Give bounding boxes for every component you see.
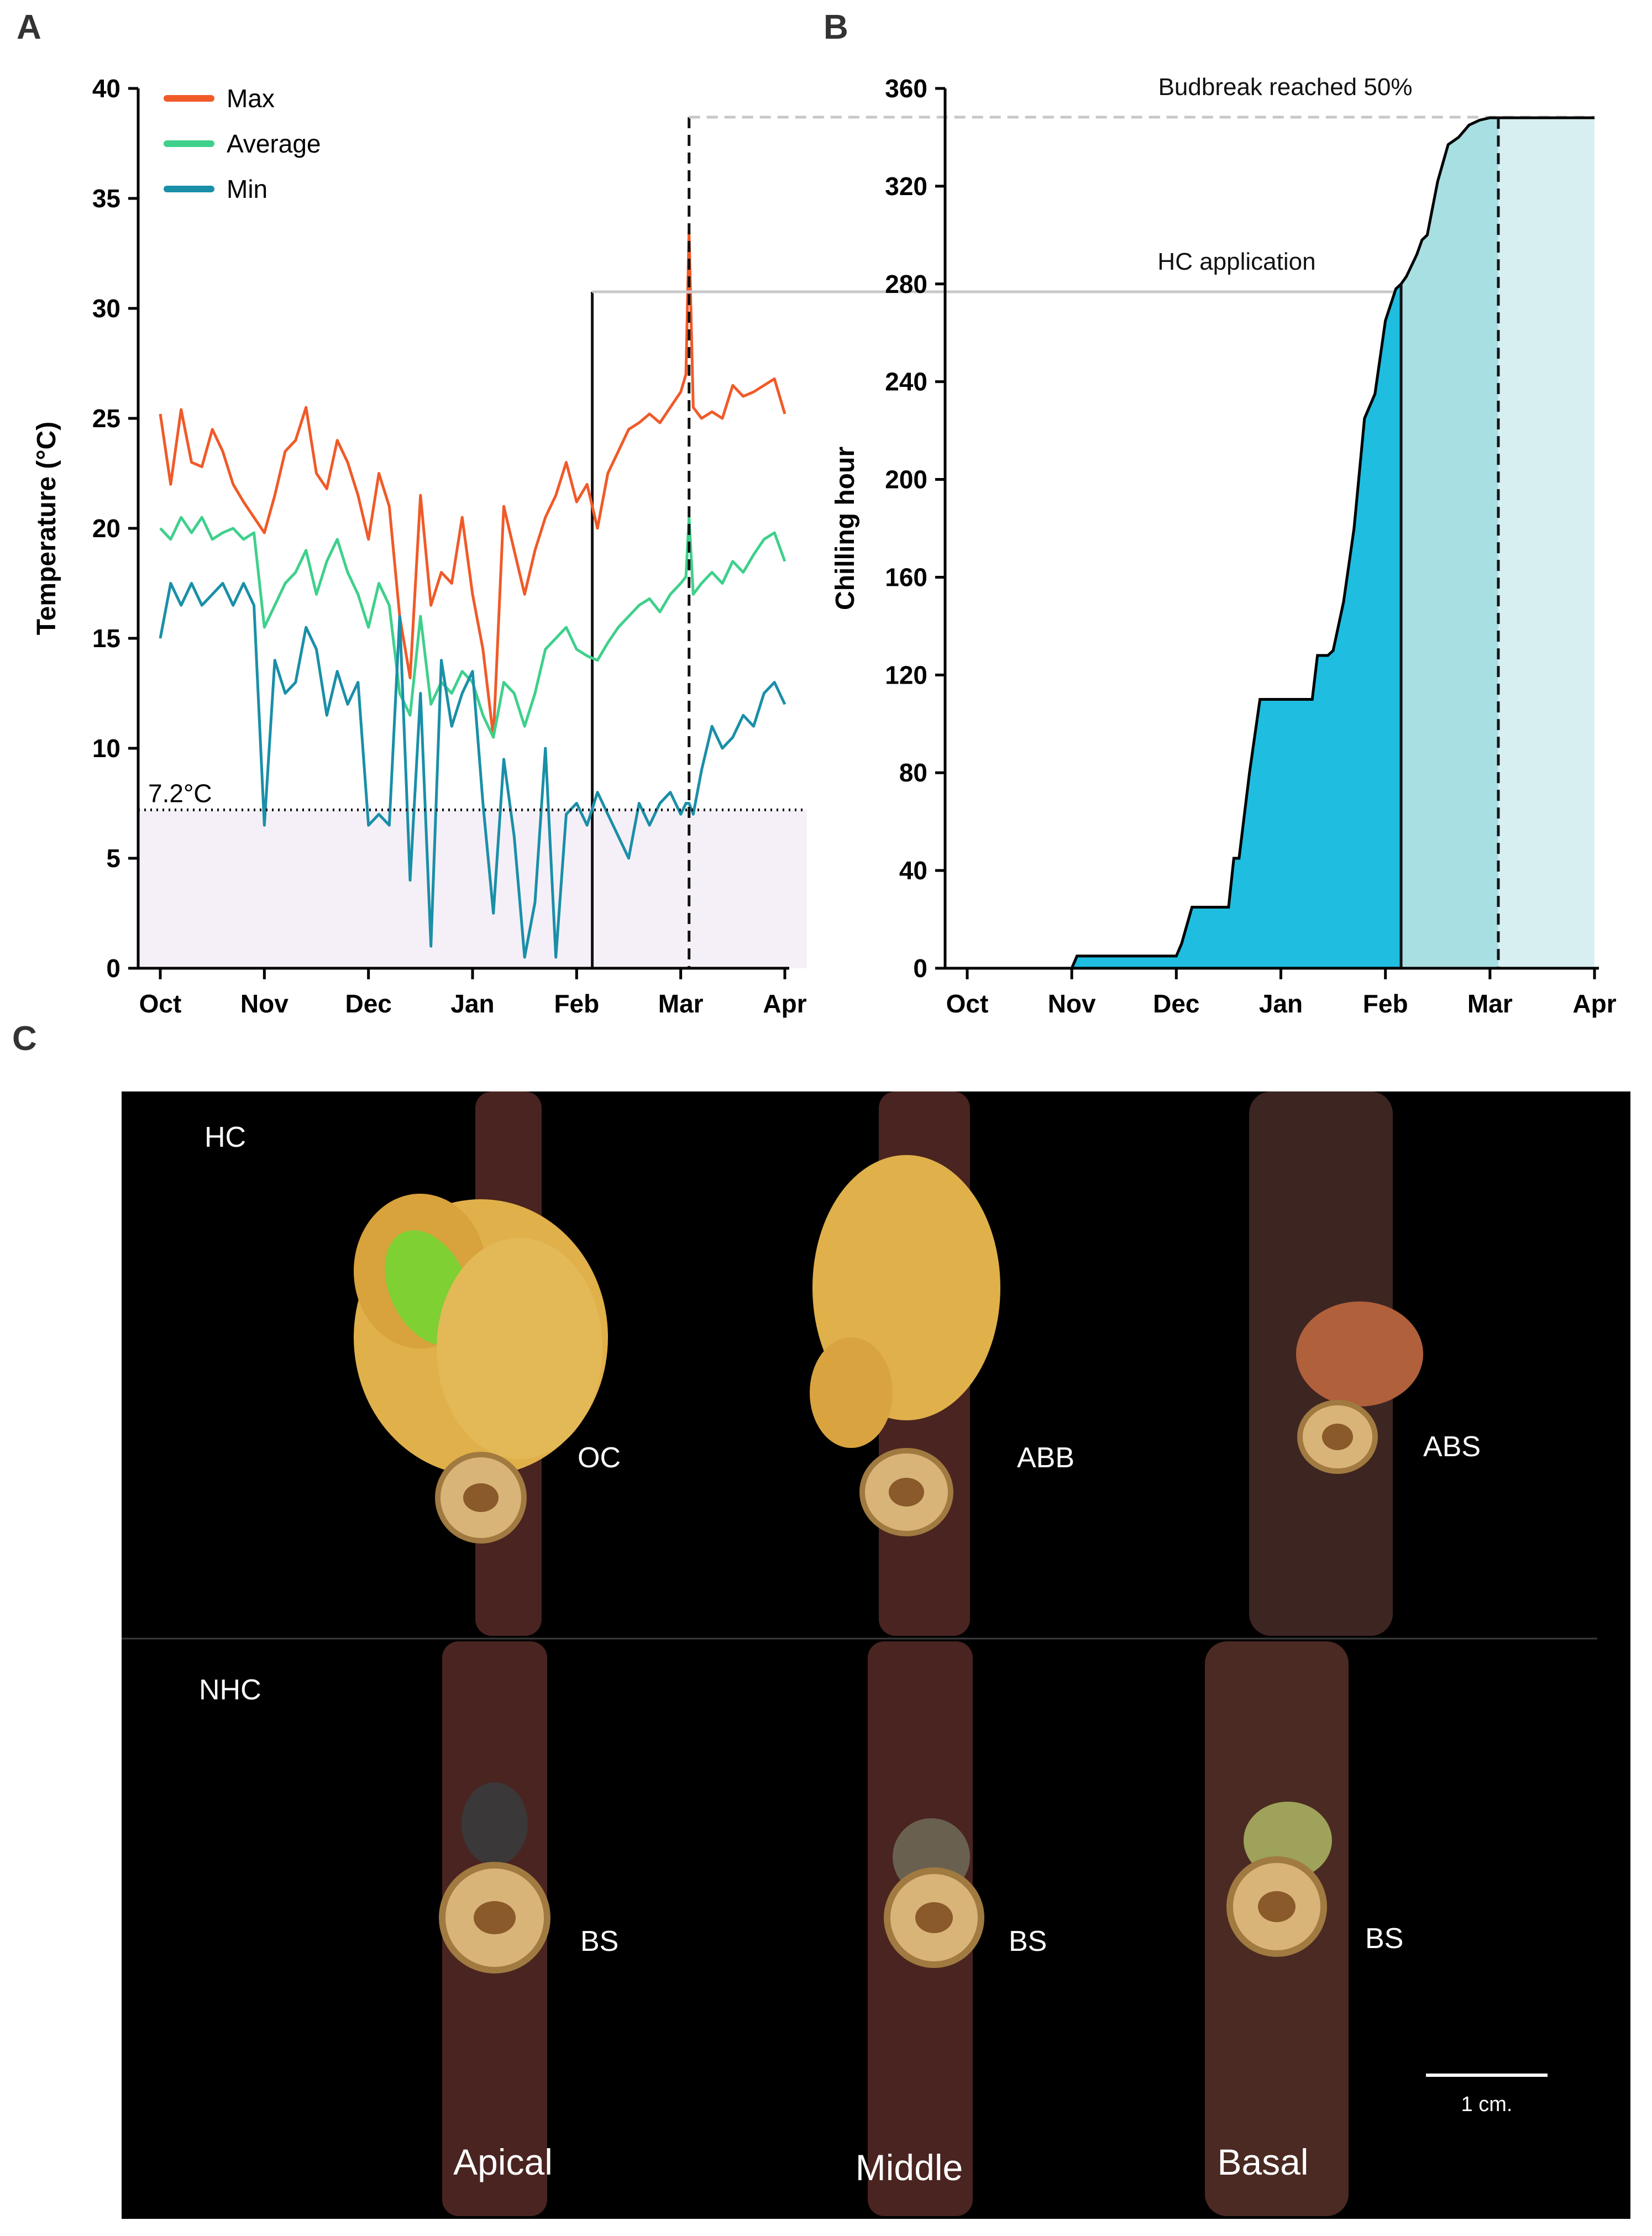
area-after-hc xyxy=(1401,118,1498,969)
legend: Max Average Min xyxy=(164,84,321,203)
column-caption-basal: Basal xyxy=(1217,2141,1308,2182)
chill-y-tick-label: 280 xyxy=(885,270,927,298)
chill-y-tick-label: 80 xyxy=(899,758,927,787)
temperature-chart: 7.2°C 0 5 10 15 20 25 30 35 40 Oct Nov Dec Jan Feb Mar… xyxy=(32,74,807,1018)
stage-label-bs-apical: BS xyxy=(580,1925,618,1957)
hc-application-annotation: HC application xyxy=(1157,248,1315,275)
row-label-hc: HC xyxy=(204,1121,246,1153)
chill-x-tick-label: Oct xyxy=(946,989,989,1018)
budbreak-annotation: Budbreak reached 50% xyxy=(1158,74,1413,101)
legend-label-min: Min xyxy=(227,175,268,203)
temp-x-tick-label: Apr xyxy=(763,989,806,1018)
temp-y-tick-label: 25 xyxy=(92,404,120,433)
temp-y-tick-label: 0 xyxy=(106,954,120,983)
chill-y-tick-label: 200 xyxy=(885,465,927,494)
stage-label-bs-middle: BS xyxy=(1009,1925,1047,1957)
threshold-label: 7.2°C xyxy=(148,779,212,807)
stage-label-bs-basal: BS xyxy=(1365,1923,1403,1955)
temp-y-tick-label: 30 xyxy=(92,294,120,323)
temp-y-tick-label: 35 xyxy=(92,184,120,213)
chill-x-tick-label: Feb xyxy=(1363,989,1408,1018)
stage-label-abs: ABS xyxy=(1423,1431,1481,1463)
stage-label-oc: OC xyxy=(578,1442,621,1474)
hc-basal-bud-image xyxy=(1249,1091,1423,1636)
chill-x-tick-label: Apr xyxy=(1572,989,1616,1018)
temp-x-tick-label: Mar xyxy=(658,989,704,1018)
chill-y-tick-label: 160 xyxy=(885,563,927,591)
nhc-basal-bud-image xyxy=(1205,1641,1349,2216)
temp-x-tick-label: Nov xyxy=(240,989,289,1018)
chill-y-tick-label: 0 xyxy=(913,954,927,983)
chilling-axes: 0 40 80 120 160 200 240 280 320 360 Oct Nov Dec Jan Fe… xyxy=(885,74,1616,1018)
chilling-area-fills xyxy=(967,118,1595,969)
temp-x-tick-label: Dec xyxy=(345,989,391,1018)
chill-y-tick-label: 360 xyxy=(885,74,927,103)
stage-label-abb: ABB xyxy=(1017,1442,1074,1474)
column-caption-apical: Apical xyxy=(453,2141,553,2182)
area-before-hc xyxy=(967,284,1402,968)
column-caption-middle: Middle xyxy=(856,2147,963,2188)
panel-letter-c: C xyxy=(12,1020,37,1058)
temp-x-tick-label: Jan xyxy=(450,989,494,1018)
hc-middle-bud-image xyxy=(810,1091,1000,1636)
chilling-hour-chart: HC application Budbreak reached 50% 0 40 8… xyxy=(831,74,1617,1018)
chill-x-tick-label: Dec xyxy=(1153,989,1199,1018)
series-line-average xyxy=(159,516,786,739)
series-line-min xyxy=(159,582,786,959)
scale-bar-label: 1 cm. xyxy=(1461,2093,1513,2116)
temp-x-tick-label: Oct xyxy=(139,989,182,1018)
chill-y-tick-label: 120 xyxy=(885,660,927,689)
series-line-max xyxy=(159,230,786,739)
hc-apical-bud-image xyxy=(354,1091,608,1636)
nhc-middle-bud-image xyxy=(868,1641,984,2216)
chill-y-tick-label: 320 xyxy=(885,172,927,201)
chilling-hour-line xyxy=(967,116,1595,970)
temp-x-tick-label: Feb xyxy=(554,989,599,1018)
legend-label-max: Max xyxy=(227,84,275,113)
temp-y-tick-label: 15 xyxy=(92,624,120,653)
bud-photo-panel: HC NHC OC ABB ABS BS BS BS Apical Middle… xyxy=(122,1091,1630,2219)
nhc-apical-bud-image xyxy=(439,1641,550,2216)
y-axis-title: Temperature (°C) xyxy=(32,422,61,635)
chill-y-tick-label: 240 xyxy=(885,368,927,396)
y-axis-title-b: Chilling hour xyxy=(831,447,860,610)
legend-label-average: Average xyxy=(227,129,321,158)
panel-letter-b: B xyxy=(824,8,848,46)
temp-y-tick-label: 40 xyxy=(92,74,120,103)
chilling-threshold-band xyxy=(138,810,807,968)
panel-letter-a: A xyxy=(17,8,41,46)
temp-y-tick-label: 5 xyxy=(106,844,120,873)
row-label-nhc: NHC xyxy=(199,1674,261,1706)
chill-x-tick-label: Jan xyxy=(1259,989,1303,1018)
chill-x-tick-label: Nov xyxy=(1048,989,1096,1018)
temperature-axes: 0 5 10 15 20 25 30 35 40 Oct Nov Dec Jan Feb Mar Apr xyxy=(92,74,807,1018)
area-after-budbreak xyxy=(1498,118,1595,969)
chill-y-tick-label: 40 xyxy=(899,856,927,885)
temp-y-tick-label: 20 xyxy=(92,514,120,543)
temp-y-tick-label: 10 xyxy=(92,734,120,763)
chill-x-tick-label: Mar xyxy=(1467,989,1513,1018)
